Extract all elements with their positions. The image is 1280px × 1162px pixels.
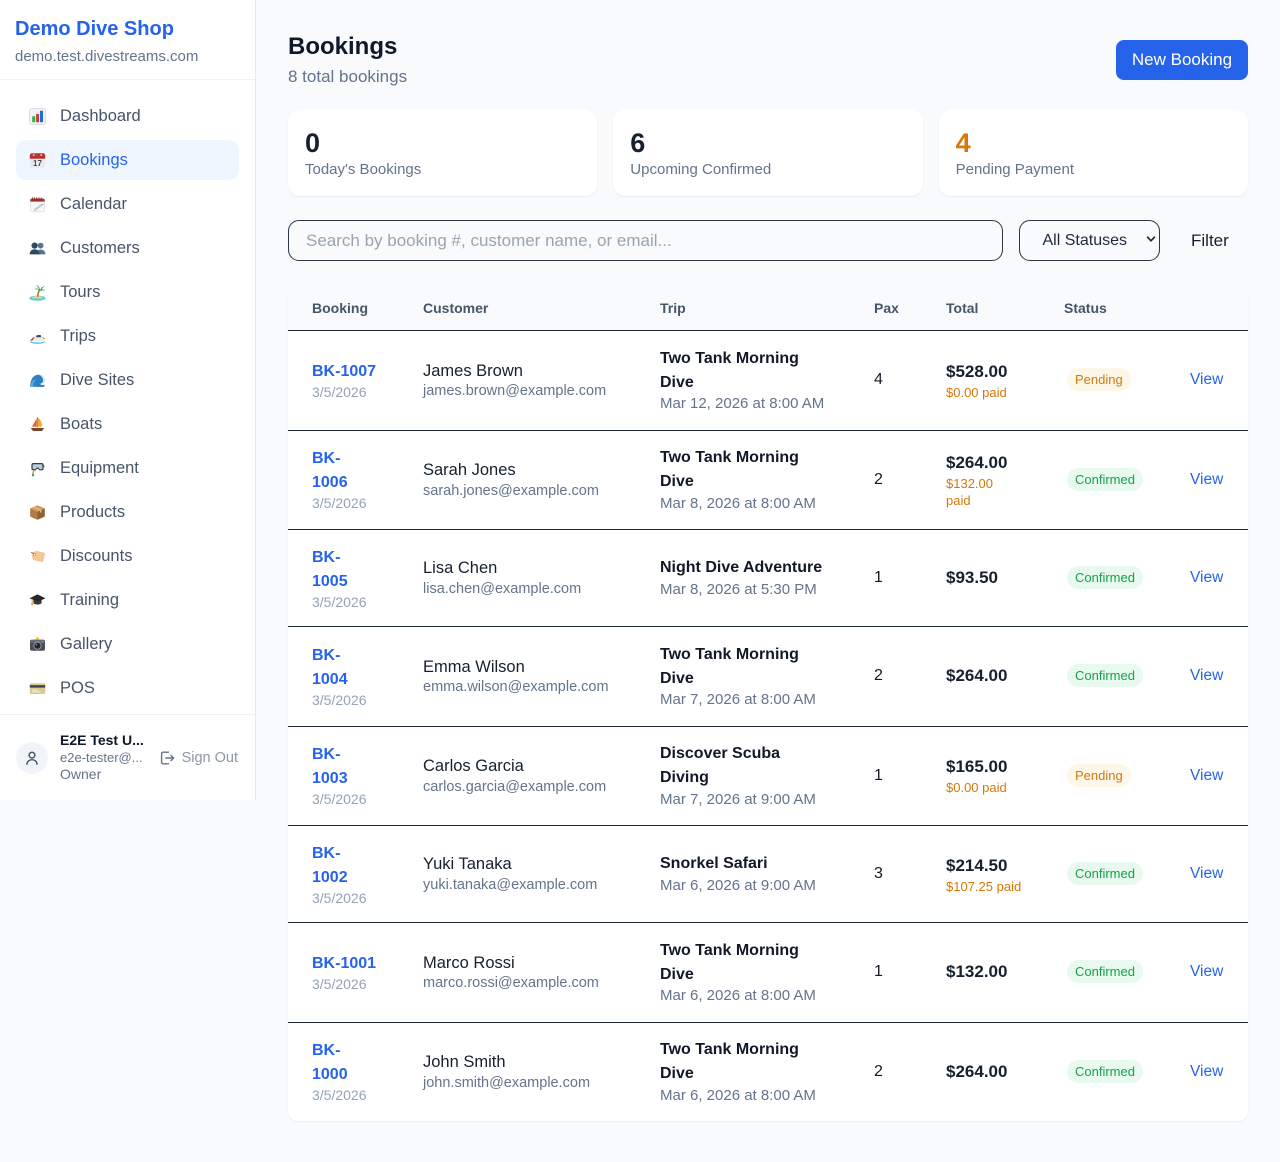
svg-text:17: 17 [33, 159, 42, 168]
